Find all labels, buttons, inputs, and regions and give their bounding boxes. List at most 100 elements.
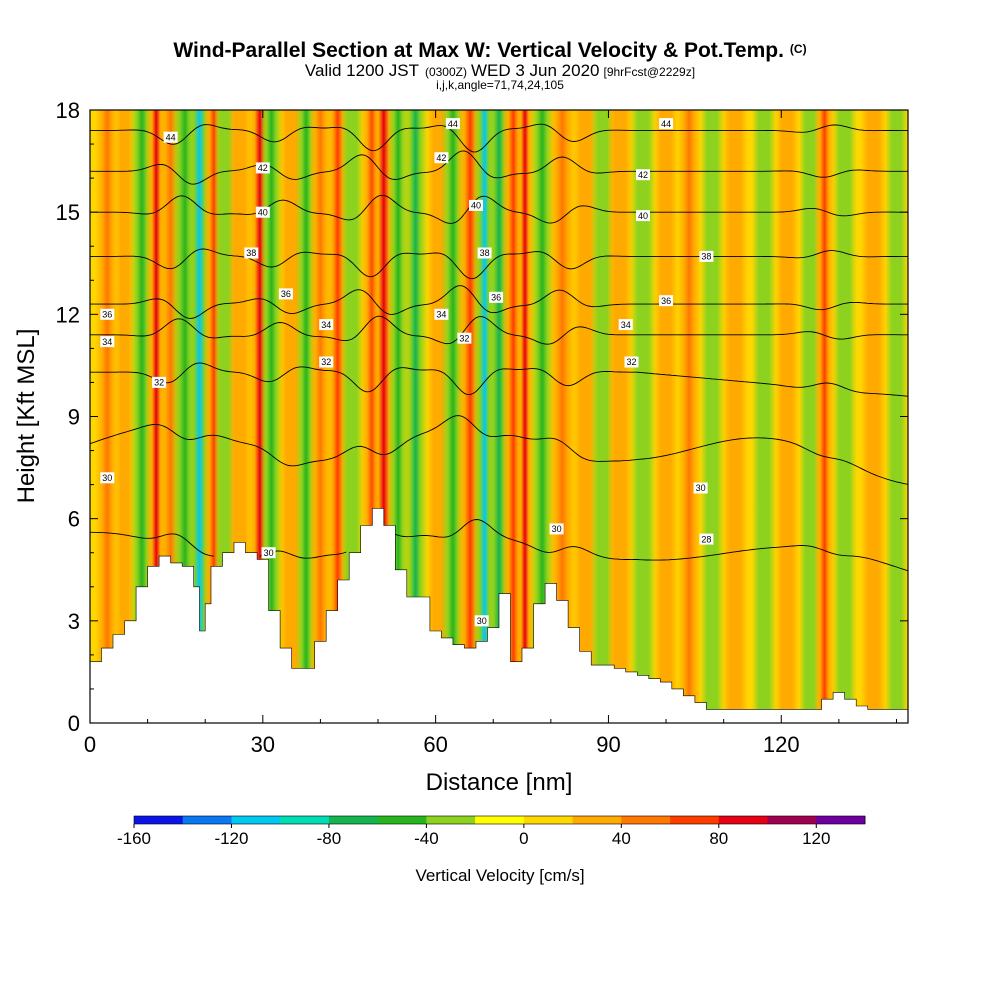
contour-label-bg	[618, 319, 633, 331]
contour-label-bg	[434, 308, 449, 320]
y-axis-title: Height [Kft MSL]	[13, 329, 40, 504]
y-tick-label: 0	[68, 711, 80, 736]
contour-label-text: 42	[638, 170, 648, 180]
contour-label: 30	[549, 523, 564, 535]
colorbar-label: 120	[802, 829, 830, 848]
contour-label-bg	[469, 199, 483, 211]
contour-label-text: 32	[626, 357, 636, 367]
contour-label-text: 40	[258, 207, 268, 217]
colorbar-swatch	[134, 816, 184, 824]
contour-label-text: 42	[436, 153, 446, 163]
contour-label: 28	[699, 533, 714, 545]
y-tick-label: 9	[68, 405, 80, 430]
contour-label: 34	[434, 308, 449, 320]
colorbar-label: -160	[117, 829, 151, 848]
contour-label-text: 38	[480, 248, 490, 258]
velocity-band	[700, 110, 725, 723]
contour-label: 34	[319, 319, 334, 331]
contour-label-bg	[445, 118, 460, 130]
colorbar-swatch	[816, 816, 866, 824]
contour-label: 44	[445, 118, 460, 130]
velocity-band	[813, 110, 835, 723]
contour-label: 32	[319, 356, 334, 368]
chart-title: Wind-Parallel Section at Max W: Vertical…	[173, 39, 806, 62]
contour-label-bg	[100, 472, 115, 484]
contour-label-text: 30	[264, 548, 274, 558]
subtitle-forecast: [9hrFcst@2229z]	[604, 65, 696, 79]
contour-label-bg	[693, 482, 708, 494]
y-tick-label: 18	[56, 98, 80, 123]
y-tick-label: 12	[56, 302, 80, 327]
contour-label-bg	[255, 162, 270, 174]
colorbar-swatch	[621, 816, 671, 824]
colorbar-swatch	[280, 816, 330, 824]
chart-title-mark: (C)	[790, 42, 807, 56]
velocity-band	[860, 110, 887, 723]
contour-label-bg	[699, 533, 714, 545]
contour-label-bg	[244, 247, 259, 259]
contour-label-text: 34	[102, 337, 112, 347]
theta-contours	[90, 123, 908, 572]
velocity-band	[630, 110, 656, 723]
contour-label: 32	[624, 356, 639, 368]
contour-label-bg	[261, 547, 276, 559]
colorbar-title: Vertical Velocity [cm/s]	[415, 866, 584, 885]
contour-label-text: 36	[491, 293, 501, 303]
contour-label-bg	[636, 169, 650, 181]
contour-label-bg	[100, 336, 115, 348]
theta-contour-42	[90, 150, 908, 185]
contour-label-bg	[659, 295, 674, 307]
x-tick-label: 0	[84, 732, 96, 757]
contour-label-text: 28	[701, 534, 711, 544]
velocity-band	[722, 110, 749, 723]
contour-label: 30	[100, 472, 115, 484]
contour-label: 40	[469, 199, 483, 211]
contour-label-text: 30	[696, 483, 706, 493]
contour-label-text: 40	[471, 201, 481, 211]
contour-label-bg	[163, 131, 178, 143]
contour-label-bg	[659, 118, 674, 130]
x-tick-label: 60	[423, 732, 447, 757]
contour-label-bg	[152, 376, 167, 388]
x-axis-title: Distance [nm]	[426, 769, 573, 796]
contour-label-text: 36	[102, 310, 112, 320]
contour-label: 42	[434, 152, 449, 164]
contour-label-bg	[636, 210, 650, 222]
x-tick-label: 30	[251, 732, 275, 757]
contour-label-text: 44	[166, 132, 176, 142]
contour-label-bg	[477, 247, 492, 259]
colorbar-swatch	[182, 816, 232, 824]
contour-label: 34	[618, 319, 633, 331]
contour-label: 38	[477, 247, 492, 259]
contour-label: 30	[474, 615, 489, 627]
contour-label: 36	[489, 291, 504, 303]
contour-label: 40	[636, 210, 650, 222]
y-tick-label: 15	[56, 200, 80, 225]
contour-label-text: 44	[661, 119, 671, 129]
colorbar-label: 0	[519, 829, 528, 848]
y-tick-label: 6	[68, 507, 80, 532]
colorbar-frame	[133, 815, 866, 825]
contour-label-bg	[489, 291, 504, 303]
chart-params: i,j,k,angle=71,74,24,105	[436, 78, 564, 92]
contour-label-bg	[699, 250, 714, 262]
contour-label: 36	[278, 288, 293, 300]
contour-label-text: 30	[552, 524, 562, 534]
contour-label-text: 34	[621, 320, 631, 330]
theta-contour-36	[90, 285, 908, 319]
x-tick-label: 120	[763, 732, 800, 757]
velocity-band	[832, 110, 857, 723]
contour-label: 34	[100, 336, 115, 348]
contour-label: 36	[100, 308, 115, 320]
colorbar-label: -120	[214, 829, 248, 848]
theta-contour-38	[90, 248, 908, 280]
velocity-band	[885, 110, 908, 723]
contour-labels: 44 44 44 42 42 42 40 40 40 38 38 38 36 36 36 36 34 34 34 34…	[100, 118, 714, 627]
contour-label-bg	[100, 308, 115, 320]
colorbar-swatch	[475, 816, 525, 824]
colorbar-swatch	[231, 816, 281, 824]
contour-label: 44	[163, 131, 178, 143]
colorbar-label: 80	[709, 829, 728, 848]
contour-label-bg	[278, 288, 293, 300]
